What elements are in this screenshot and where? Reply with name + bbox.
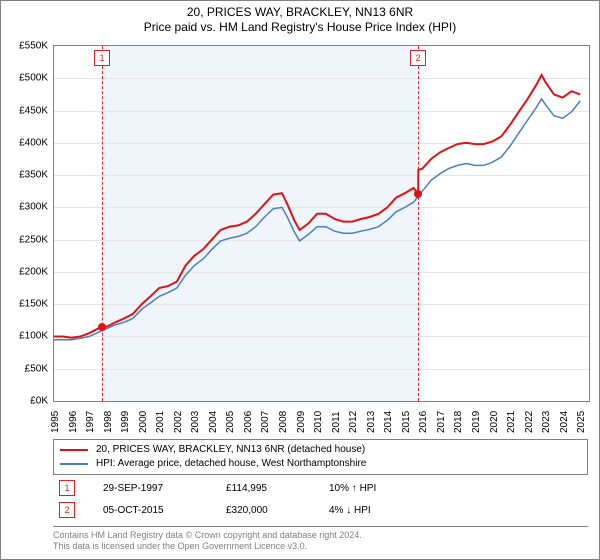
x-tick-label: 2021 <box>506 411 517 433</box>
x-tick-label: 2001 <box>155 411 166 433</box>
x-tick-label: 2005 <box>225 411 236 433</box>
x-tick-label: 2010 <box>313 411 324 433</box>
y-tick-label: £300K <box>19 202 48 213</box>
y-tick-label: £400K <box>19 137 48 148</box>
event-marker-2: 2 <box>410 50 426 66</box>
sale-row: 2 05-OCT-2015 £320,000 4% ↓ HPI <box>53 499 588 521</box>
event-dot-1 <box>98 323 106 331</box>
sale-delta: 4% ↓ HPI <box>329 505 371 516</box>
x-tick-label: 2022 <box>524 411 535 433</box>
sale-delta: 10% ↑ HPI <box>329 483 376 494</box>
chart-frame: 20, PRICES WAY, BRACKLEY, NN13 6NR Price… <box>0 0 600 560</box>
x-tick-label: 2020 <box>489 411 500 433</box>
x-tick-label: 2004 <box>208 411 219 433</box>
y-tick-label: £0K <box>30 396 48 407</box>
x-tick-label: 2025 <box>576 411 587 433</box>
x-tick-label: 2011 <box>331 411 342 433</box>
y-tick-label: £150K <box>19 299 48 310</box>
title-address: 20, PRICES WAY, BRACKLEY, NN13 6NR <box>1 5 599 20</box>
sale-marker: 2 <box>59 502 75 518</box>
x-tick-label: 2017 <box>436 411 447 433</box>
legend-label: HPI: Average price, detached house, West… <box>96 457 366 471</box>
x-tick-label: 2013 <box>366 411 377 433</box>
sale-row: 1 29-SEP-1997 £114,995 10% ↑ HPI <box>53 477 588 499</box>
x-tick-label: 2016 <box>418 411 429 433</box>
y-tick-label: £500K <box>19 73 48 84</box>
y-tick-label: £200K <box>19 266 48 277</box>
attribution-text: Contains HM Land Registry data © Crown c… <box>53 526 588 553</box>
y-tick-label: £100K <box>19 331 48 342</box>
x-tick-label: 2003 <box>190 411 201 433</box>
x-tick-label: 2007 <box>260 411 271 433</box>
x-tick-label: 1995 <box>50 411 61 433</box>
legend-box: 20, PRICES WAY, BRACKLEY, NN13 6NR (deta… <box>53 439 588 475</box>
attribution-line1: Contains HM Land Registry data © Crown c… <box>53 530 588 542</box>
chart-plot-area: £0K£50K£100K£150K£200K£250K£300K£350K£40… <box>53 45 590 402</box>
sale-price: £320,000 <box>226 505 301 516</box>
event-dot-2 <box>414 190 422 198</box>
attribution-line2: This data is licensed under the Open Gov… <box>53 541 588 553</box>
event-marker-1: 1 <box>94 50 110 66</box>
legend-swatch <box>60 463 88 465</box>
y-tick-label: £50K <box>25 363 48 374</box>
y-tick-label: £450K <box>19 105 48 116</box>
sale-price: £114,995 <box>226 483 301 494</box>
title-subtitle: Price paid vs. HM Land Registry's House … <box>1 20 599 35</box>
chart-svg <box>54 46 589 401</box>
x-tick-label: 2014 <box>383 411 394 433</box>
x-tick-label: 1997 <box>85 411 96 433</box>
y-tick-label: £250K <box>19 234 48 245</box>
x-tick-label: 2024 <box>559 411 570 433</box>
legend-row: 20, PRICES WAY, BRACKLEY, NN13 6NR (deta… <box>60 443 581 457</box>
x-tick-label: 2006 <box>243 411 254 433</box>
x-tick-label: 2009 <box>296 411 307 433</box>
sale-date: 29-SEP-1997 <box>103 483 198 494</box>
legend-swatch <box>60 449 88 451</box>
x-tick-label: 2018 <box>453 411 464 433</box>
y-tick-label: £350K <box>19 170 48 181</box>
x-tick-label: 1999 <box>120 411 131 433</box>
sale-marker: 1 <box>59 480 75 496</box>
sale-date: 05-OCT-2015 <box>103 505 198 516</box>
x-tick-label: 2012 <box>348 411 359 433</box>
x-tick-label: 1998 <box>103 411 114 433</box>
title-block: 20, PRICES WAY, BRACKLEY, NN13 6NR Price… <box>1 1 599 35</box>
x-tick-label: 2019 <box>471 411 482 433</box>
x-tick-label: 2008 <box>278 411 289 433</box>
x-tick-label: 2023 <box>541 411 552 433</box>
x-tick-label: 2000 <box>138 411 149 433</box>
legend-row: HPI: Average price, detached house, West… <box>60 457 581 471</box>
x-tick-label: 2015 <box>401 411 412 433</box>
x-tick-label: 2002 <box>173 411 184 433</box>
y-tick-label: £550K <box>19 41 48 52</box>
legend-label: 20, PRICES WAY, BRACKLEY, NN13 6NR (deta… <box>96 443 365 457</box>
sales-table: 1 29-SEP-1997 £114,995 10% ↑ HPI 2 05-OCT-201… <box>53 477 588 521</box>
x-tick-label: 1996 <box>68 411 79 433</box>
series-line-price_paid <box>54 75 580 338</box>
